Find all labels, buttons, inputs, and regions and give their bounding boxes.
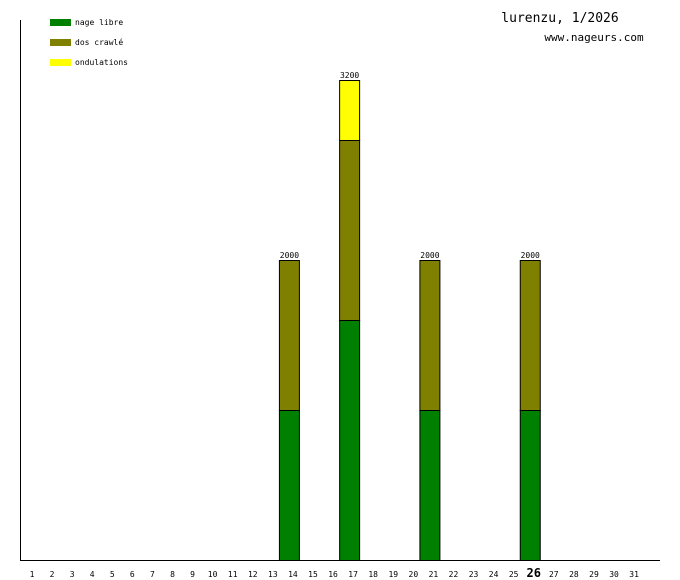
legend-swatch: [50, 19, 71, 26]
x-tick-label: 26: [527, 566, 541, 580]
x-tick-label: 24: [489, 570, 499, 579]
bar: [278, 260, 300, 411]
x-tick-label: 4: [90, 570, 95, 579]
legend-label: nage libre: [75, 18, 123, 27]
x-tick-label: 16: [328, 570, 338, 579]
x-tick-label: 19: [388, 570, 398, 579]
chart-subtitle: www.nageurs.com: [544, 31, 644, 44]
x-tick-label: 18: [368, 570, 378, 579]
bar: [519, 410, 541, 561]
chart-title: lurenzu, 1/2026: [501, 11, 618, 26]
x-tick-label: 21: [429, 570, 439, 579]
x-tick-label: 12: [248, 570, 258, 579]
value-label: 3200: [340, 71, 359, 80]
x-tick-label: 5: [110, 570, 115, 579]
x-tick-label: 14: [288, 570, 298, 579]
x-tick-label: 31: [629, 570, 639, 579]
x-tick-label: 27: [549, 570, 559, 579]
x-tick-label: 13: [268, 570, 278, 579]
x-tick-label: 17: [348, 570, 358, 579]
x-tick-label: 15: [308, 570, 318, 579]
x-tick-label: 7: [150, 570, 155, 579]
bar: [339, 140, 361, 321]
x-tick-label: 25: [509, 570, 519, 579]
x-tick-label: 6: [130, 570, 135, 579]
x-tick-label: 20: [409, 570, 419, 579]
x-tick-label: 3: [70, 570, 75, 579]
x-tick-label: 23: [469, 570, 479, 579]
x-tick-label: 8: [170, 570, 175, 579]
legend-label: dos crawlé: [75, 37, 123, 47]
x-tick-label: 11: [228, 570, 238, 579]
bar: [339, 320, 361, 561]
x-tick-label: 28: [569, 570, 579, 579]
value-label: 2000: [280, 251, 299, 260]
bar: [419, 260, 441, 411]
x-tick-label: 1: [30, 570, 35, 579]
value-label: 2000: [420, 251, 439, 260]
bar: [339, 80, 361, 141]
x-tick-label: 2: [50, 570, 55, 579]
bar: [519, 260, 541, 411]
x-tick-label: 22: [449, 570, 459, 579]
x-tick-label: 9: [190, 570, 195, 579]
x-tick-label: 30: [609, 570, 619, 579]
legend-label: ondulations: [75, 58, 128, 67]
value-label: 2000: [521, 251, 540, 260]
bar: [419, 410, 441, 561]
bar: [278, 410, 300, 561]
x-tick-label: 10: [208, 570, 218, 579]
legend-swatch: [50, 59, 71, 66]
legend-swatch: [50, 39, 71, 46]
x-tick-label: 29: [589, 570, 599, 579]
